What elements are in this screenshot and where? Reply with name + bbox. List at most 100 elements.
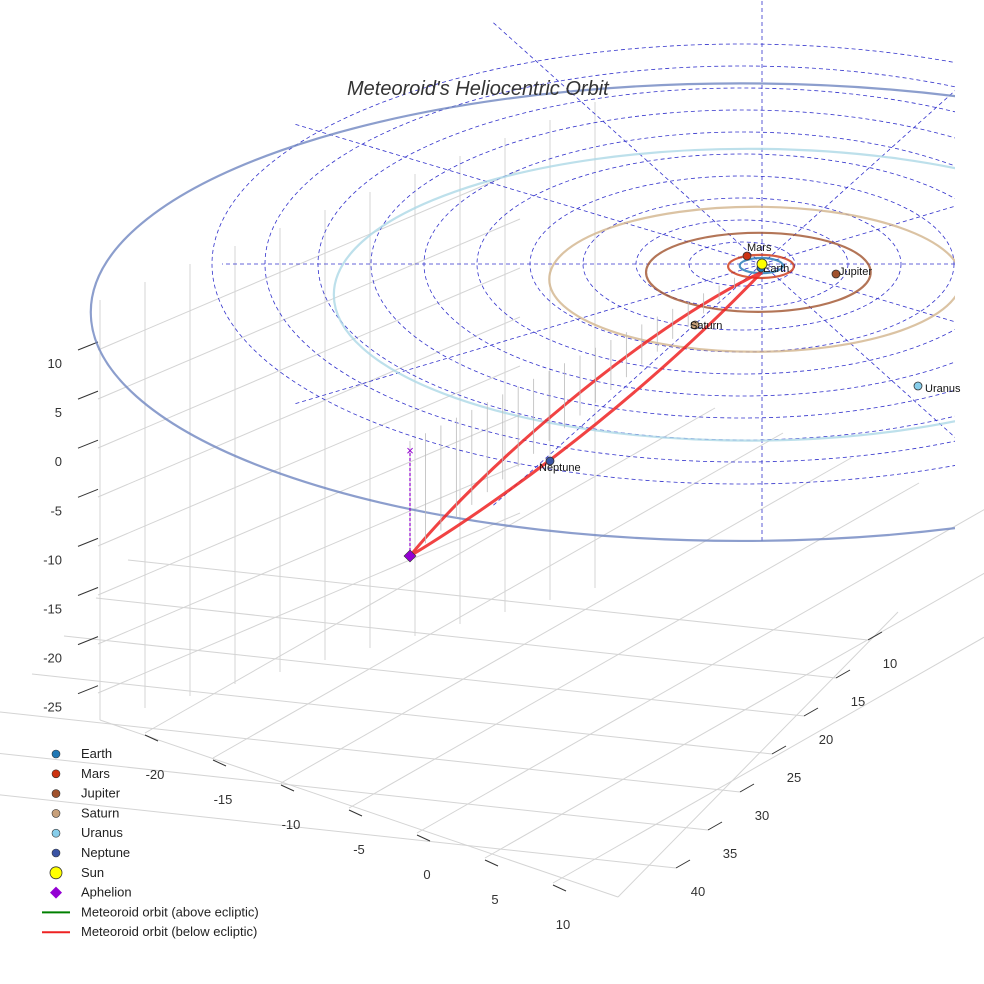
legend-label: Earth — [81, 746, 112, 761]
axis-gridline — [63, 635, 805, 717]
z-tick-mark — [77, 439, 99, 449]
z-tick-mark — [77, 537, 99, 547]
z-tick-label: -25 — [43, 700, 62, 715]
planet-label-jupiter: Jupiter — [839, 266, 872, 278]
legend-label: Neptune — [81, 845, 130, 860]
z-tick-mark — [77, 488, 99, 498]
z-tick-mark — [77, 636, 99, 646]
axis-gridline — [348, 482, 920, 809]
x-tick-label: 0 — [423, 867, 430, 882]
axis-gridline — [97, 316, 521, 498]
x-tick-label: 5 — [491, 892, 498, 907]
ecliptic-spoke — [294, 263, 763, 405]
aphelion-projection-x: × — [406, 443, 414, 458]
axis-gridline — [97, 414, 521, 596]
x-tick-label: -10 — [282, 817, 301, 832]
z-tick-mark — [77, 685, 99, 695]
z-tick-label: -5 — [50, 503, 62, 518]
ecliptic-ring — [370, 109, 955, 419]
ecliptic-spoke — [294, 123, 763, 265]
planet-marker-jupiter — [831, 269, 841, 279]
x-tick-mark — [212, 759, 227, 767]
x-tick-mark — [348, 809, 363, 817]
axis-gridline — [97, 218, 521, 400]
planet-label-uranus: Uranus — [925, 383, 961, 395]
z-tick-mark — [77, 587, 99, 596]
y-tick-mark — [835, 669, 851, 679]
legend-swatch — [51, 848, 61, 858]
y-tick-mark — [803, 707, 819, 717]
x-tick-mark — [484, 859, 499, 867]
legend-label: Meteoroid orbit (below ecliptic) — [81, 924, 257, 939]
y-tick-mark — [675, 859, 691, 869]
planet-label-neptune: Neptune — [539, 462, 581, 474]
ecliptic-spoke — [761, 205, 955, 265]
legend: Earth Mars Jupiter Saturn Uranus Neptune Sun Ap… — [42, 746, 259, 939]
orbit-neptune — [89, 82, 955, 542]
axis-gridline — [31, 673, 773, 755]
axis-ticks: 10 5 0 -5 -10 -15 -20 -25 -20 -15 -10 -5 0 5 10 10 15 20 2… — [43, 341, 897, 932]
planet-label-earth: Earth — [763, 263, 789, 275]
planet-marker-uranus — [913, 381, 923, 391]
planet-markers: Earth Mars Jupiter Saturn Uranus Neptune — [403, 242, 961, 563]
legend-swatch — [49, 866, 63, 880]
legend-label: Uranus — [81, 825, 123, 840]
legend-label: Sun — [81, 865, 104, 880]
legend-label: Meteoroid orbit (above ecliptic) — [81, 904, 259, 919]
z-tick-label: 10 — [48, 356, 62, 371]
ecliptic-spoke — [491, 263, 763, 507]
z-tick-label: -10 — [43, 552, 62, 567]
axis-gridline — [97, 169, 521, 351]
axis-gridline — [0, 794, 677, 869]
y-tick-label: 25 — [787, 770, 801, 785]
ecliptic-ring — [582, 197, 902, 331]
orbit-mars — [727, 253, 795, 280]
axis-gridline — [0, 711, 741, 793]
axis-gridline — [416, 509, 984, 834]
planet-marker-neptune — [545, 456, 555, 466]
z-tick-mark — [77, 341, 99, 351]
ecliptic-ring — [211, 43, 955, 485]
axis-gridline — [0, 752, 709, 831]
x-tick-mark — [144, 734, 159, 742]
ecliptic-spoke — [491, 21, 763, 265]
axis-gridline — [97, 512, 521, 694]
z-tick-label: -15 — [43, 602, 62, 617]
axis-gridline — [95, 597, 837, 679]
y-tick-label: 40 — [691, 884, 705, 899]
axis-gridline — [97, 267, 521, 449]
y-tick-label: 20 — [819, 732, 833, 747]
x-tick-mark — [280, 784, 295, 792]
planet-label-saturn: Saturn — [690, 320, 722, 332]
aphelion-marker — [403, 549, 417, 563]
y-tick-mark — [771, 745, 787, 755]
ecliptic-spoke — [761, 90, 955, 265]
axis-gridline — [484, 572, 984, 859]
axis-gridline — [144, 407, 716, 734]
planet-marker-saturn — [690, 320, 700, 330]
legend-swatch — [51, 769, 61, 779]
axis-gridline — [97, 463, 521, 645]
meteoroid-orbit-below — [408, 270, 764, 558]
orbit-jupiter — [644, 231, 872, 313]
axis-gridline — [280, 457, 852, 784]
legend-swatch — [51, 828, 61, 838]
z-tick-label: 5 — [55, 405, 62, 420]
y-tick-mark — [707, 821, 723, 831]
axis-edge — [99, 719, 619, 898]
legend-label: Aphelion — [81, 885, 132, 900]
axis-edge — [617, 611, 899, 898]
legend-label: Mars — [81, 766, 110, 781]
legend-swatch — [51, 749, 61, 759]
x-tick-label: 10 — [556, 917, 570, 932]
legend-label: Jupiter — [81, 786, 121, 801]
orbit-saturn — [548, 205, 955, 353]
legend-label: Saturn — [81, 805, 119, 820]
x-tick-label: -5 — [353, 842, 365, 857]
y-tick-mark — [739, 783, 755, 793]
axis-gridline — [552, 636, 984, 884]
planet-label-mars: Mars — [747, 242, 772, 254]
axis-gridline — [212, 432, 784, 759]
y-tick-label: 10 — [883, 656, 897, 671]
